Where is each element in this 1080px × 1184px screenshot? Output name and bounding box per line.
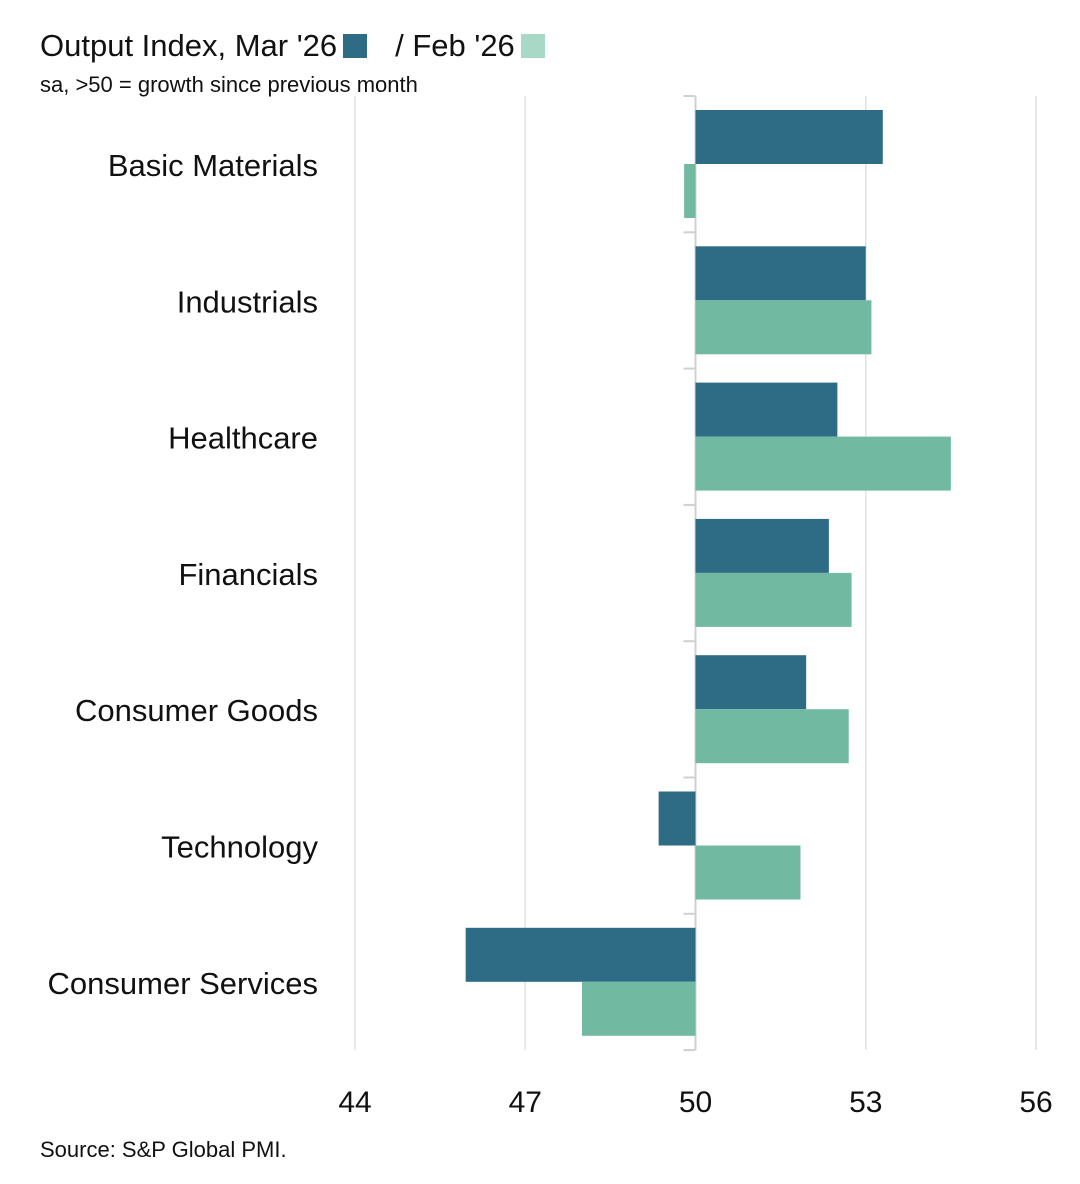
- x-tick-label: 47: [509, 1086, 542, 1119]
- category-label: Healthcare: [168, 421, 318, 456]
- category-label: Basic Materials: [108, 148, 318, 183]
- category-label: Consumer Goods: [75, 693, 318, 728]
- bar-mar: [695, 246, 866, 301]
- x-tick-label: 44: [338, 1086, 371, 1119]
- bar-feb: [582, 981, 696, 1036]
- bar-feb: [684, 164, 696, 218]
- x-tick-label: 56: [1019, 1086, 1052, 1119]
- bar-mar: [658, 791, 696, 846]
- category-label: Consumer Services: [48, 966, 318, 1001]
- bar-feb: [695, 436, 951, 491]
- bar-mar: [695, 518, 829, 573]
- title-feb-label: / Feb '26: [395, 28, 515, 63]
- x-tick-label: 50: [679, 1086, 712, 1119]
- bar-feb: [695, 709, 849, 764]
- category-label: Financials: [178, 557, 318, 592]
- chart-subtitle: sa, >50 = growth since previous month: [40, 72, 418, 97]
- bar-feb: [695, 300, 872, 355]
- legend-swatch-feb: [520, 34, 545, 58]
- bar-mar: [695, 382, 838, 437]
- category-label: Technology: [161, 830, 318, 865]
- title-prefix: Output Index, Mar '26: [40, 28, 338, 63]
- chart-title: Output Index, Mar '26 / Feb '26: [40, 24, 551, 68]
- category-label: Industrials: [177, 284, 318, 319]
- bar-mar: [465, 927, 696, 982]
- source-note: Source: S&P Global PMI.: [40, 1137, 287, 1162]
- bar-feb: [695, 572, 852, 627]
- bar-mar: [695, 655, 807, 710]
- bar-feb: [695, 845, 801, 900]
- legend-swatch-mar: [343, 34, 368, 58]
- x-tick-label: 53: [849, 1086, 882, 1119]
- bar-mar: [695, 110, 883, 164]
